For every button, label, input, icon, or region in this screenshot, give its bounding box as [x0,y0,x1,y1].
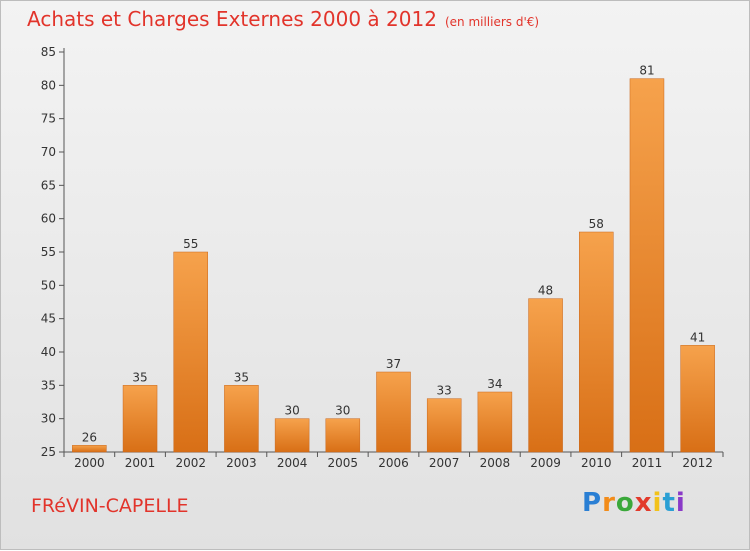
y-tick-label: 70 [41,145,56,159]
y-tick-label: 45 [41,312,56,326]
bar [122,385,158,453]
bar [274,418,310,453]
x-tick-label: 2004 [277,456,308,470]
data-label: 58 [589,217,604,231]
x-tick-label: 2009 [530,456,561,470]
bar [72,445,107,453]
data-label: 35 [132,370,147,384]
bar [426,398,462,453]
bar [680,345,715,453]
bar [224,385,259,453]
y-tick-label: 35 [41,378,56,392]
data-label: 34 [487,377,502,391]
commune-name: FRéVIN-CAPELLE [31,495,189,517]
y-tick-label: 80 [41,78,56,92]
x-tick-label: 2001 [125,456,156,470]
y-tick-label: 25 [41,445,56,459]
x-tick-label: 2012 [682,456,713,470]
data-label: 55 [183,237,198,251]
y-tick-label: 75 [41,112,56,126]
bar [325,418,361,453]
unit-label: (en milliers d'€) [444,15,540,29]
x-tick-label: 2003 [226,456,257,470]
bar [528,298,563,453]
data-label: 26 [82,430,97,444]
x-tick-label: 2010 [581,456,612,470]
data-label: 30 [284,404,299,418]
y-tick-label: 85 [41,45,56,59]
y-tick-label: 60 [41,212,56,226]
x-tick-label: 2000 [74,456,105,470]
x-tick-label: 2005 [328,456,359,470]
bar [629,78,665,453]
y-tick-label: 30 [41,412,56,426]
bar [579,231,614,453]
data-label: 41 [690,330,705,344]
data-label: 30 [335,404,350,418]
bar [477,391,513,453]
chart-title: Achats et Charges Externes 2000 à 2012 (e… [27,7,539,31]
proxiti-logo: Proxiti [582,488,686,518]
y-tick-label: 50 [41,278,56,292]
bar [173,251,208,453]
data-label: 35 [234,370,249,384]
x-tick-label: 2008 [480,456,511,470]
x-tick-label: 2006 [378,456,409,470]
y-tick-label: 40 [41,345,56,359]
title-text: Achats et Charges Externes 2000 à 2012 [27,7,437,31]
bar [376,371,411,453]
data-label: 48 [538,284,553,298]
y-tick-label: 55 [41,245,56,259]
data-label: 37 [386,357,401,371]
data-label: 33 [437,384,452,398]
data-label: 81 [639,64,654,78]
x-tick-label: 2002 [175,456,206,470]
x-tick-label: 2007 [429,456,460,470]
x-tick-label: 2011 [632,456,663,470]
y-tick-label: 65 [41,178,56,192]
